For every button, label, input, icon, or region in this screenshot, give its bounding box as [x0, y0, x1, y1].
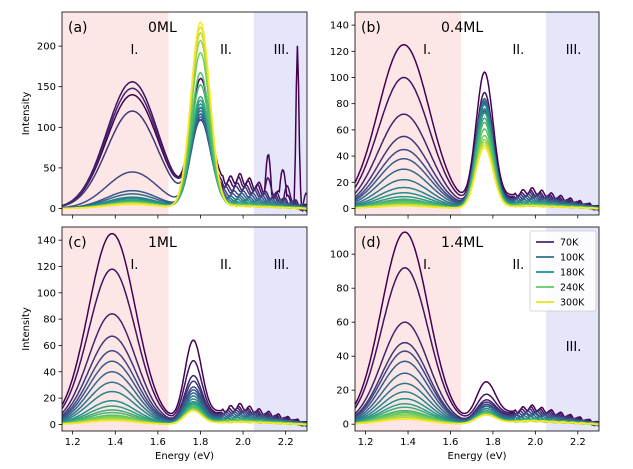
- axes-frame: [354, 11, 600, 216]
- panel-label: (d): [361, 235, 381, 251]
- y-tick-label: 0: [343, 204, 349, 215]
- y-axis-label: Intensity: [21, 307, 32, 351]
- x-axis-label: Energy (eV): [155, 451, 214, 462]
- y-tick-label: 50: [43, 163, 56, 174]
- panel-1: 0 20 40 60 80 100 120 140 (b) 0.4ML I. II. III.: [330, 11, 600, 219]
- x-tick-label: 1.2: [358, 437, 374, 448]
- series-line: [355, 146, 599, 210]
- series-line: [355, 414, 599, 426]
- panel-2: 0 20 40 60 80 100 120 140 1.2 1.4 1.6 1.8 2.0 2.2 Inte…: [21, 226, 308, 462]
- series-line: [355, 321, 599, 426]
- y-tick-label: 40: [43, 367, 56, 378]
- region-i-label: I.: [423, 43, 431, 58]
- region-ii-label: II.: [512, 43, 524, 58]
- x-tick-label: 2.0: [235, 437, 251, 448]
- region-ii-label: II.: [220, 43, 232, 58]
- panel-label: (c): [68, 235, 87, 251]
- series-line: [62, 313, 307, 426]
- region-iii-label: III.: [274, 43, 290, 58]
- region-iii-band: [253, 227, 307, 431]
- y-tick-label: 20: [336, 178, 349, 189]
- y-tick-label: 0: [343, 420, 349, 431]
- legend-label: 240K: [560, 283, 585, 294]
- series-line: [355, 391, 599, 426]
- region-i-label: I.: [130, 43, 138, 58]
- region-i-label: I.: [130, 258, 138, 273]
- y-tick-label: 100: [37, 123, 56, 134]
- panel-title: 1ML: [148, 235, 177, 251]
- panel-title: 0ML: [148, 20, 177, 36]
- x-tick-label: 2.2: [570, 437, 586, 448]
- panel-title: 0.4ML: [441, 20, 483, 36]
- panel-label: (a): [68, 20, 88, 36]
- y-tick-label: 80: [336, 99, 349, 110]
- y-tick-label: 60: [336, 318, 349, 329]
- region-ii-label: II.: [512, 258, 524, 273]
- region-iii-label: III.: [566, 340, 582, 355]
- panel-label: (b): [361, 20, 381, 36]
- region-ii-label: II.: [220, 258, 232, 273]
- axes-frame: [61, 11, 308, 216]
- y-tick-label: 60: [43, 341, 56, 352]
- y-tick-label: 0: [50, 204, 56, 215]
- y-tick-label: 80: [43, 315, 56, 326]
- y-tick-label: 150: [37, 82, 56, 93]
- y-tick-label: 40: [336, 152, 349, 163]
- y-tick-label: 20: [336, 386, 349, 397]
- y-tick-label: 40: [336, 352, 349, 363]
- x-tick-label: 2.0: [527, 437, 543, 448]
- series-line: [62, 335, 307, 427]
- region-iii-band: [545, 12, 599, 215]
- legend: 70K 100K 180K 240K 300K: [529, 230, 597, 312]
- y-tick-label: 120: [330, 47, 349, 58]
- axes-frame: [61, 226, 308, 432]
- y-axis-label: Intensity: [21, 92, 32, 136]
- x-tick-label: 1.2: [65, 437, 81, 448]
- legend-label: 100K: [560, 253, 585, 264]
- x-tick-label: 1.4: [400, 437, 416, 448]
- x-tick-label: 2.2: [278, 437, 294, 448]
- x-tick-label: 1.6: [150, 437, 166, 448]
- legend-label: 180K: [560, 268, 585, 279]
- y-tick-label: 100: [330, 250, 349, 261]
- y-tick-label: 140: [330, 21, 349, 32]
- x-tick-label: 1.8: [193, 437, 209, 448]
- axes-frame: [354, 226, 600, 432]
- series-line: [355, 267, 599, 426]
- y-tick-label: 120: [37, 262, 56, 273]
- x-tick-label: 1.4: [107, 437, 123, 448]
- region-iii-label: III.: [274, 258, 290, 273]
- region-iii-label: III.: [566, 43, 582, 58]
- series-line: [355, 341, 599, 427]
- x-tick-label: 1.6: [443, 437, 459, 448]
- y-tick-label: 20: [43, 394, 56, 405]
- x-tick-label: 1.8: [485, 437, 501, 448]
- series-line: [62, 21, 307, 210]
- x-axis-label: Energy (eV): [448, 451, 507, 462]
- legend-label: 70K: [560, 238, 579, 249]
- y-tick-label: 200: [37, 42, 56, 53]
- panel-3: 0 20 40 60 80 100 1.2 1.4 1.6 1.8 2.0 2.2 Energy (eV…: [330, 226, 600, 462]
- y-tick-label: 140: [37, 236, 56, 247]
- y-tick-label: 100: [330, 73, 349, 84]
- panel-title: 1.4ML: [441, 235, 483, 251]
- series-line: [62, 409, 307, 426]
- panel-0: 0 50 100 150 200 Intensity (a) 0ML I. II. III.: [21, 11, 308, 219]
- legend-label: 300K: [560, 298, 585, 309]
- y-tick-label: 80: [336, 284, 349, 295]
- region-i-label: I.: [423, 258, 431, 273]
- y-tick-label: 100: [37, 288, 56, 299]
- y-tick-label: 0: [50, 420, 56, 431]
- y-tick-label: 60: [336, 125, 349, 136]
